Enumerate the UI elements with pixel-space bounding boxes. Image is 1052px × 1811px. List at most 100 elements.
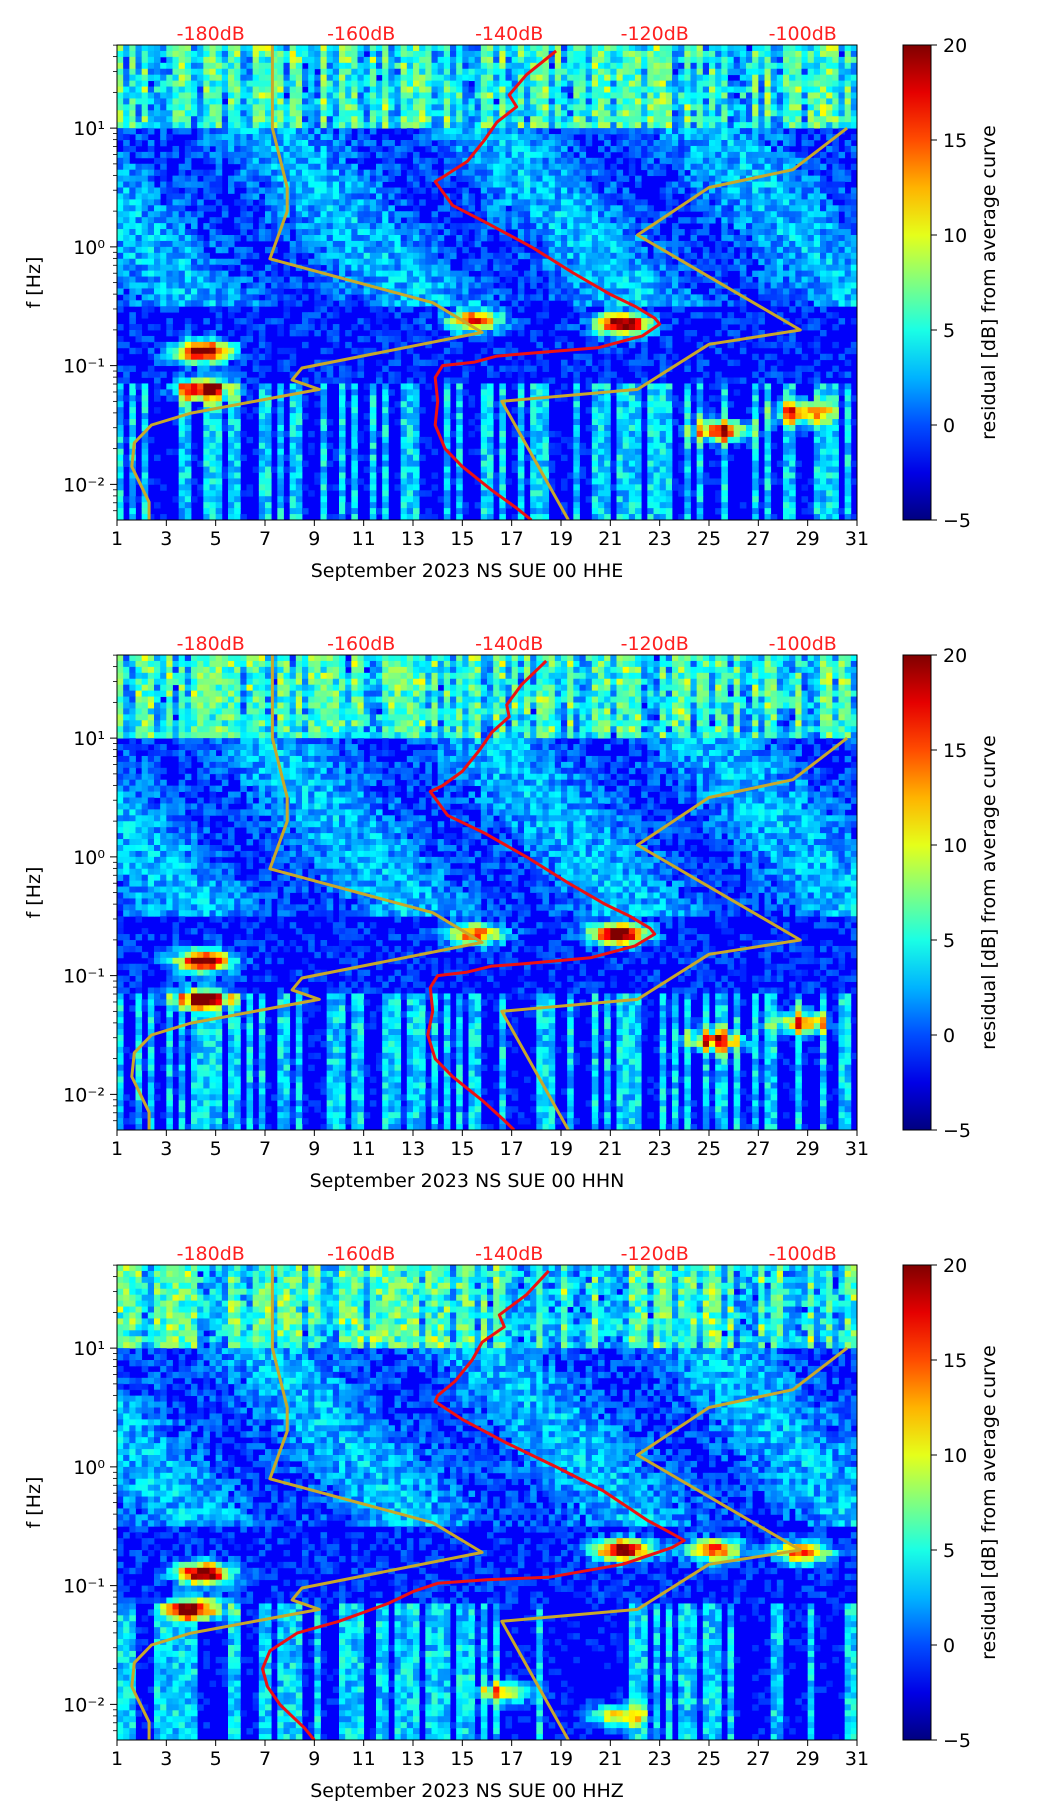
heatmap-cell <box>141 68 149 76</box>
heatmap-cell <box>388 330 395 337</box>
heatmap-cell <box>665 62 673 70</box>
heatmap-cell <box>696 258 704 266</box>
heatmap-cell <box>357 235 365 242</box>
heatmap-cell <box>746 199 753 206</box>
heatmap-cell <box>425 110 432 117</box>
heatmap-cell <box>376 68 383 76</box>
heatmap-cell <box>129 223 136 230</box>
heatmap-cell <box>302 134 309 141</box>
heatmap-cell <box>826 62 833 70</box>
heatmap-cell <box>283 300 291 307</box>
heatmap-cell <box>345 193 352 200</box>
heatmap-cell <box>382 62 389 70</box>
heatmap-cell <box>388 258 395 266</box>
heatmap-cell <box>425 235 432 242</box>
heatmap-cell <box>548 140 556 147</box>
heatmap-cell <box>530 157 537 165</box>
heatmap-cell <box>382 98 389 105</box>
heatmap-cell <box>826 235 833 242</box>
heatmap-cell <box>184 235 192 242</box>
heatmap-cell <box>265 86 272 93</box>
heatmap-cell <box>191 270 198 277</box>
heatmap-cell <box>776 181 784 188</box>
heatmap-cell <box>363 300 371 307</box>
heatmap-cell <box>135 205 143 212</box>
heatmap-cell <box>505 264 513 272</box>
heatmap-cell <box>653 258 661 266</box>
heatmap-cell <box>554 235 562 242</box>
heatmap-cell <box>184 104 192 111</box>
heatmap-cell <box>431 145 439 153</box>
heatmap-cell <box>709 312 716 319</box>
heatmap-cell <box>184 86 192 93</box>
heatmap-cell <box>579 264 587 272</box>
heatmap-cell <box>573 98 580 105</box>
heatmap-cell <box>628 264 636 272</box>
heatmap-cell <box>197 240 204 248</box>
heatmap-cell <box>579 145 587 153</box>
heatmap-cell <box>604 56 611 64</box>
heatmap-cell <box>240 294 247 301</box>
heatmap-cell <box>394 74 402 82</box>
heatmap-cell <box>240 175 247 182</box>
heatmap-cell <box>351 98 358 105</box>
heatmap-cell <box>591 324 599 331</box>
heatmap-cell <box>363 187 371 194</box>
heatmap-cell <box>832 145 839 153</box>
heatmap-cell <box>493 199 500 206</box>
heatmap-cell <box>715 110 722 117</box>
heatmap-cell <box>376 235 383 242</box>
heatmap-cell <box>622 187 630 194</box>
heatmap-cell <box>240 140 247 147</box>
heatmap-cell <box>844 193 852 200</box>
heatmap-cell <box>524 276 531 283</box>
heatmap-cell <box>727 300 735 307</box>
heatmap-cell <box>314 211 321 218</box>
heatmap-cell <box>123 62 130 70</box>
heatmap-cell <box>554 211 562 218</box>
heatmap-cell <box>505 324 513 331</box>
heatmap-cell <box>542 157 550 165</box>
heatmap-cell <box>191 68 198 76</box>
heatmap-cell <box>585 116 593 123</box>
heatmap-cell <box>622 217 630 224</box>
heatmap-cell <box>129 282 136 289</box>
heatmap-cell <box>388 193 395 200</box>
heatmap-cell <box>203 157 210 165</box>
heatmap-cell <box>351 169 358 177</box>
heatmap-cell <box>308 110 315 117</box>
heatmap-cell <box>622 62 630 70</box>
heatmap-cell <box>221 50 229 58</box>
heatmap-cell <box>450 270 457 277</box>
heatmap-cell <box>783 235 790 242</box>
heatmap-cell <box>376 211 383 218</box>
heatmap-cell <box>493 312 500 319</box>
heatmap-cell <box>690 80 698 87</box>
heatmap-cell <box>838 187 846 194</box>
heatmap-cell <box>228 276 235 283</box>
heatmap-cell <box>357 98 365 105</box>
heatmap-cell <box>160 223 167 230</box>
heatmap-cell <box>665 181 673 188</box>
heatmap-cell <box>117 246 124 254</box>
heatmap-cell <box>191 235 198 242</box>
heatmap-cell <box>320 157 328 165</box>
heatmap-cell <box>351 45 358 52</box>
heatmap-cell <box>320 163 328 171</box>
heatmap-cell <box>591 50 599 58</box>
heatmap-cell <box>752 282 759 289</box>
heatmap-cell <box>332 312 340 319</box>
heatmap-cell <box>265 140 272 147</box>
heatmap-cell <box>721 74 728 82</box>
heatmap-cell <box>764 163 772 171</box>
heatmap-cell <box>641 92 648 99</box>
heatmap-cell <box>147 163 155 171</box>
heatmap-cell <box>641 199 648 206</box>
heatmap-cell <box>363 181 371 188</box>
heatmap-cell <box>117 300 124 307</box>
heatmap-cell <box>382 288 389 295</box>
heatmap-cell <box>604 50 611 58</box>
heatmap-cell <box>197 264 204 272</box>
heatmap-cell <box>801 104 809 111</box>
heatmap-cell <box>844 300 852 307</box>
